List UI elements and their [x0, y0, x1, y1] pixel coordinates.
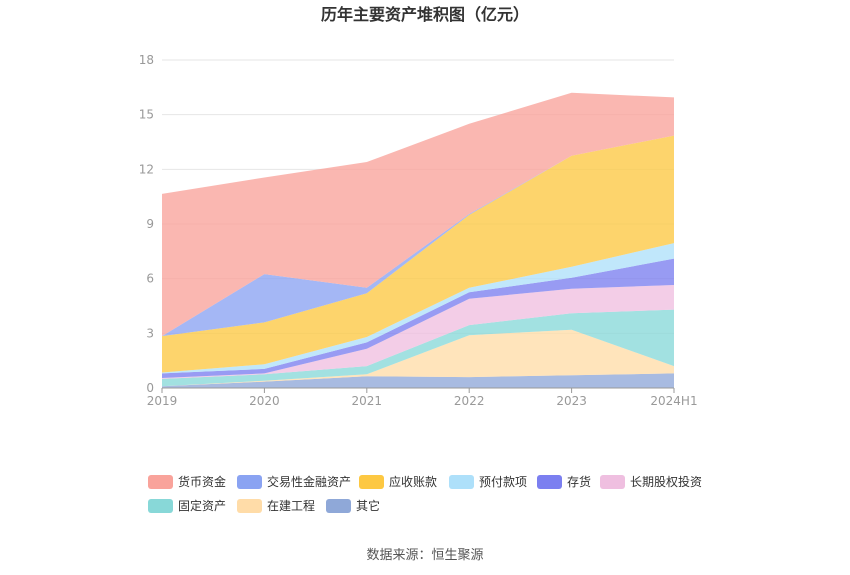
y-tick-label: 0	[146, 381, 154, 395]
x-tick-label: 2023	[556, 394, 587, 408]
legend-swatch	[600, 475, 625, 489]
legend-swatch	[237, 499, 262, 513]
legend-label: 应收账款	[389, 474, 437, 489]
legend-item[interactable]: 应收账款	[359, 474, 437, 489]
x-tick-label: 2019	[147, 394, 178, 408]
area-series-5	[162, 243, 674, 374]
legend-swatch	[237, 475, 262, 489]
area-series-4	[162, 258, 674, 378]
legend-item[interactable]: 存货	[537, 474, 591, 489]
area-series-7	[162, 135, 674, 337]
legend-label: 交易性金融资产	[267, 474, 351, 489]
legend-item[interactable]: 预付款项	[449, 475, 527, 489]
legend-item[interactable]: 交易性金融资产	[237, 474, 351, 489]
chart-title: 历年主要资产堆积图（亿元）	[321, 5, 529, 24]
legend-swatch	[449, 475, 474, 489]
x-tick-label: 2020	[249, 394, 280, 408]
legend-item[interactable]: 长期股权投资	[600, 474, 702, 489]
legend-label: 其它	[356, 498, 380, 513]
legend-item[interactable]: 货币资金	[148, 474, 226, 489]
y-tick-label: 12	[139, 162, 154, 176]
legend-label: 长期股权投资	[630, 474, 702, 489]
legend-item[interactable]: 其它	[326, 498, 380, 513]
legend-label: 固定资产	[178, 498, 226, 513]
legend-item[interactable]: 固定资产	[148, 498, 226, 513]
x-tick-label: 2021	[352, 394, 383, 408]
area-series-8	[162, 92, 674, 337]
legend-item[interactable]: 在建工程	[237, 498, 315, 513]
area-series-2	[162, 309, 674, 387]
area-series-group	[162, 92, 674, 388]
y-tick-label: 15	[139, 108, 154, 122]
source-note: 数据来源：恒生聚源	[366, 548, 483, 563]
x-tick-label: 2024H1	[650, 394, 697, 408]
y-axis: 0 3 6 9 12 15 18	[139, 53, 154, 395]
legend-swatch	[148, 475, 173, 489]
legend-swatch	[326, 499, 351, 513]
x-axis: 2019 2020 2021 2022 2023 2024H1	[147, 387, 698, 408]
area-series-0	[162, 373, 674, 388]
legend-label: 存货	[567, 474, 591, 489]
x-tick-label: 2022	[454, 394, 485, 408]
legend-swatch	[359, 475, 384, 489]
legend-label: 货币资金	[178, 474, 226, 489]
y-tick-label: 3	[146, 326, 154, 340]
legend-label: 预付款项	[479, 475, 527, 489]
area-series-3	[162, 285, 674, 379]
legend-swatch	[537, 475, 562, 489]
area-series-1	[162, 329, 674, 387]
legend-label: 在建工程	[267, 498, 315, 513]
y-tick-label: 18	[139, 53, 154, 67]
y-tick-label: 6	[146, 272, 154, 286]
y-tick-label: 9	[146, 217, 154, 231]
legend-swatch	[148, 499, 173, 513]
